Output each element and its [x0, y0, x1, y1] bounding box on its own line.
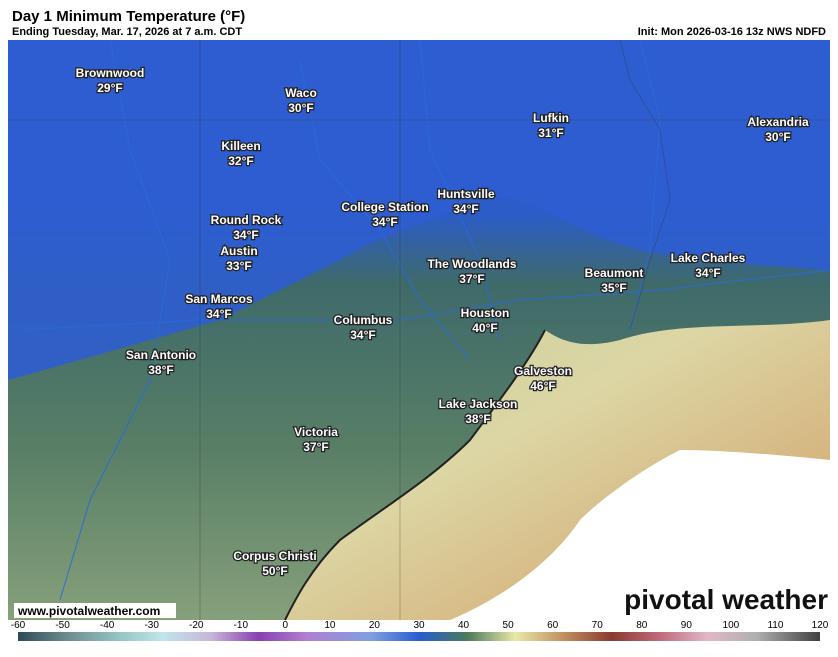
city-name: Columbus	[334, 313, 393, 327]
city-temp: 50°F	[262, 564, 287, 578]
colorbar-tick-label: 80	[636, 620, 648, 631]
city-name: Alexandria	[747, 115, 809, 129]
colorbar-tick-label: 40	[458, 620, 470, 631]
city-name: Huntsville	[437, 187, 495, 201]
city-name: Beaumont	[585, 266, 644, 280]
city-temp: 31°F	[538, 126, 563, 140]
city-name: Austin	[220, 244, 257, 258]
city-temp: 46°F	[530, 379, 555, 393]
colorbar-tick-label: 50	[503, 620, 515, 631]
city-name: Corpus Christi	[233, 549, 316, 563]
city-temp: 34°F	[206, 307, 231, 321]
city-temp: 34°F	[350, 328, 375, 342]
city-name: Houston	[461, 306, 510, 320]
city-temp: 32°F	[228, 154, 253, 168]
init-time: Init: Mon 2026-03-16 13z NWS NDFD	[638, 26, 826, 38]
city-temp: 34°F	[372, 215, 397, 229]
city-name: The Woodlands	[427, 257, 516, 271]
colorbar-tick-label: -50	[55, 620, 70, 631]
city-name: San Antonio	[126, 348, 196, 362]
map	[8, 39, 831, 621]
city-temp: 38°F	[465, 412, 490, 426]
logo: pivotal weather	[624, 584, 828, 615]
city-name: Lufkin	[533, 111, 569, 125]
city-temp: 30°F	[288, 101, 313, 115]
colorbar	[18, 632, 820, 641]
city-name: San Marcos	[185, 292, 253, 306]
city-temp: 40°F	[472, 321, 497, 335]
city-name: Killeen	[221, 139, 260, 153]
city-temp: 37°F	[459, 272, 484, 286]
watermark-box	[14, 603, 176, 618]
colorbar-tick-label: -40	[100, 620, 115, 631]
city-name: Waco	[285, 86, 317, 100]
city-name: Victoria	[294, 425, 338, 439]
colorbar-tick-label: 120	[812, 620, 829, 631]
colorbar-tick-label: 20	[369, 620, 381, 631]
colorbar-tick-label: 90	[681, 620, 693, 631]
colorbar-tick-label: 70	[592, 620, 604, 631]
colorbar-tick-label: 10	[324, 620, 336, 631]
city-name: Lake Jackson	[439, 397, 518, 411]
city-temp: 34°F	[695, 266, 720, 280]
colorbar-tick-label: 100	[723, 620, 740, 631]
city-name: Lake Charles	[671, 251, 746, 265]
colorbar-tick-label: -20	[189, 620, 204, 631]
city-temp: 34°F	[233, 228, 258, 242]
city-temp: 38°F	[148, 363, 173, 377]
colorbar-tick-label: 110	[767, 620, 783, 631]
city-temp: 35°F	[601, 281, 626, 295]
colorbar-tick-label: -60	[11, 620, 26, 631]
city-temp: 29°F	[97, 81, 122, 95]
colorbar-tick-label: -30	[144, 620, 159, 631]
colorbar-tick-label: 0	[283, 620, 289, 631]
city-name: Galveston	[514, 364, 572, 378]
colorbar-tick-label: 60	[547, 620, 559, 631]
city-temp: 37°F	[303, 440, 328, 454]
subtitle: Ending Tuesday, Mar. 17, 2026 at 7 a.m. …	[12, 26, 242, 38]
city-name: Round Rock	[211, 213, 282, 227]
city-name: College Station	[341, 200, 428, 214]
city-name: Brownwood	[76, 66, 145, 80]
city-temp: 34°F	[453, 202, 478, 216]
city-temp: 30°F	[765, 130, 790, 144]
watermark: www.pivotalweather.com	[17, 604, 160, 618]
city-temp: 33°F	[226, 259, 251, 273]
colorbar-tick-label: 30	[413, 620, 425, 631]
colorbar-tick-label: -10	[234, 620, 249, 631]
title: Day 1 Minimum Temperature (°F)	[12, 8, 245, 25]
